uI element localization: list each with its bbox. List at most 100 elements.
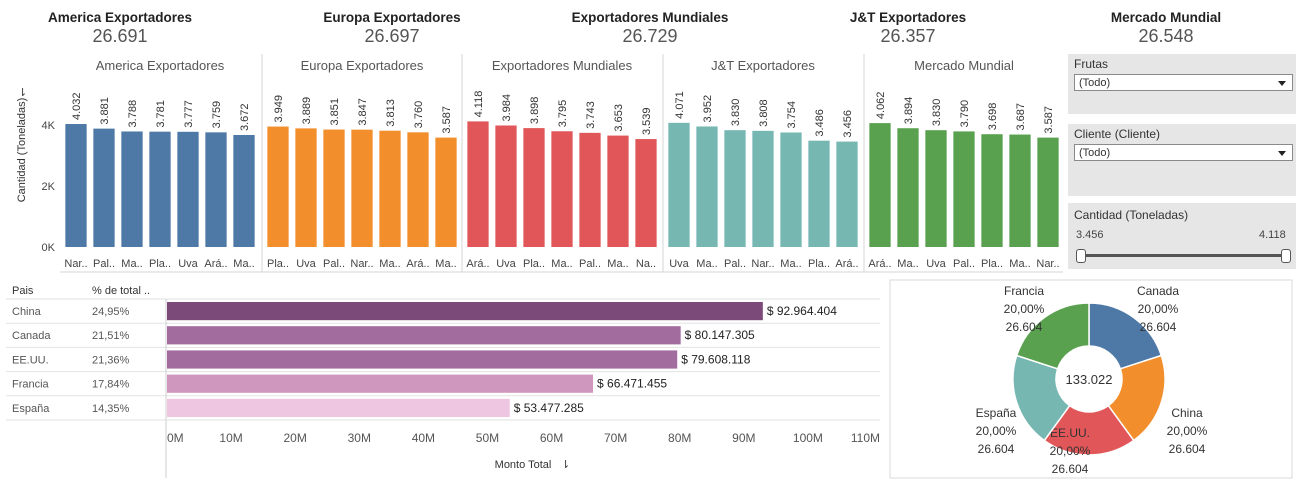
- data-label: 3.456: [842, 110, 854, 138]
- data-label: 3.881: [99, 97, 111, 125]
- data-label: 3.952: [702, 95, 714, 123]
- x-tick-label: 0M: [167, 431, 184, 445]
- x-tick-label: 60M: [540, 431, 563, 445]
- data-label: 3.759: [211, 101, 223, 129]
- data-label: 3.781: [155, 100, 167, 128]
- bar: [696, 126, 718, 247]
- filter-frutas-select[interactable]: (Todo): [1074, 74, 1293, 91]
- data-label: $ 79.608.118: [681, 352, 751, 366]
- slice-value: 26.604: [1006, 320, 1043, 334]
- x-tick-label: Ma..: [551, 258, 572, 270]
- x-tick-label: Ma..: [233, 258, 254, 270]
- chevron-down-icon: [1278, 81, 1286, 86]
- bar: [167, 398, 510, 417]
- data-label: 4.032: [71, 92, 83, 120]
- y-tick-label: 0K: [42, 242, 56, 254]
- range-min-label: 3.456: [1076, 229, 1104, 241]
- bar: [1037, 137, 1059, 247]
- data-label: 3.777: [183, 100, 195, 128]
- x-tick-label: Nar..: [350, 258, 373, 270]
- data-label: $ 80.147.305: [685, 328, 755, 342]
- slice-name: Francia: [1004, 284, 1044, 298]
- bar: [836, 141, 858, 247]
- bar: [724, 130, 746, 247]
- range-max-label: 4.118: [1259, 229, 1286, 241]
- kpi-title: Mercado Mundial: [1110, 10, 1222, 25]
- data-label: 3.898: [529, 97, 541, 125]
- x-tick-label: 40M: [412, 431, 435, 445]
- bar: [177, 131, 199, 247]
- data-label: 3.813: [385, 99, 397, 127]
- data-label: 3.949: [273, 95, 285, 123]
- bar: [981, 134, 1003, 247]
- bar: [167, 326, 681, 345]
- row-percent: 21,51%: [92, 330, 130, 342]
- x-tick-label: Ma..: [121, 258, 142, 270]
- x-tick-label: 100M: [793, 431, 823, 445]
- bar: [579, 132, 601, 247]
- donut-slice: [1088, 302, 1163, 370]
- kpi-title: Europa Exportadores: [323, 10, 461, 25]
- slice-percent: 20,00%: [1050, 444, 1091, 458]
- data-label: $ 92.964.404: [767, 304, 837, 318]
- x-tick-label: Ma..: [379, 258, 400, 270]
- kpi-mundiales: Exportadores Mundiales 26.729: [560, 10, 740, 47]
- bar: [267, 126, 289, 247]
- kpi-value: 26.729: [622, 26, 678, 46]
- x-tick-label: 10M: [219, 431, 242, 445]
- x-tick-label: Pla..: [149, 258, 171, 270]
- bar: [1009, 134, 1031, 247]
- bar: [379, 130, 401, 247]
- bar: [93, 128, 115, 247]
- bar: [551, 131, 573, 247]
- slice-percent: 20,00%: [1004, 302, 1045, 316]
- x-tick-label: Ma..: [897, 258, 918, 270]
- slice-name: EE.UU.: [1050, 426, 1090, 440]
- data-label: 3.889: [301, 97, 313, 125]
- x-tick-label: Pal..: [323, 258, 345, 270]
- data-label: 3.788: [127, 100, 139, 128]
- bar: [167, 350, 678, 369]
- kpi-value: 26.357: [880, 26, 936, 46]
- bar: [295, 128, 317, 247]
- data-label: 3.687: [1015, 103, 1027, 131]
- x-tick-label: Pal..: [724, 258, 746, 270]
- filter-cliente-label: Cliente (Cliente): [1074, 127, 1161, 141]
- kpi-value: 26.697: [364, 26, 420, 46]
- bar: [435, 137, 457, 247]
- x-tick-label: Pla..: [267, 258, 289, 270]
- data-label: 3.653: [613, 104, 625, 132]
- slice-name: Canada: [1137, 284, 1179, 298]
- bar: [635, 139, 657, 247]
- range-slider-handle-min[interactable]: [1076, 249, 1086, 263]
- range-slider-handle-max[interactable]: [1281, 249, 1291, 263]
- kpi-jt: J&T Exportadores 26.357: [828, 10, 988, 47]
- filter-cantidad-label: Cantidad (Toneladas): [1074, 208, 1189, 222]
- kpi-america: America Exportadores 26.691: [40, 10, 200, 47]
- row-country: EE.UU.: [12, 354, 49, 366]
- x-tick-label: Uva: [178, 258, 198, 270]
- row-percent: 21,36%: [92, 354, 130, 366]
- x-tick-label: 90M: [732, 431, 755, 445]
- data-label: 3.587: [1043, 106, 1055, 134]
- slice-name: China: [1171, 406, 1203, 420]
- kpi-europa: Europa Exportadores 26.697: [312, 10, 472, 47]
- data-label: 3.698: [987, 103, 999, 131]
- x-tick-label: Ará..: [835, 258, 858, 270]
- slice-percent: 20,00%: [976, 424, 1017, 438]
- column-header-percent: % de total ..: [92, 285, 150, 297]
- donut-slice: [1015, 302, 1090, 370]
- kpi-title: J&T Exportadores: [849, 10, 967, 25]
- sort-icon: ⇂: [18, 87, 27, 99]
- x-tick-label: 80M: [668, 431, 691, 445]
- bar: [607, 135, 629, 247]
- bar: [752, 130, 774, 247]
- range-slider-track[interactable]: [1080, 254, 1286, 257]
- filter-cliente-select[interactable]: (Todo): [1074, 144, 1293, 161]
- data-label: 4.071: [674, 91, 686, 119]
- data-label: 3.830: [730, 99, 742, 127]
- donut-slice: [1107, 354, 1166, 442]
- x-tick-label: Ma..: [1009, 258, 1030, 270]
- x-tick-label: Nar..: [1036, 258, 1059, 270]
- donut-slice: [1012, 354, 1071, 442]
